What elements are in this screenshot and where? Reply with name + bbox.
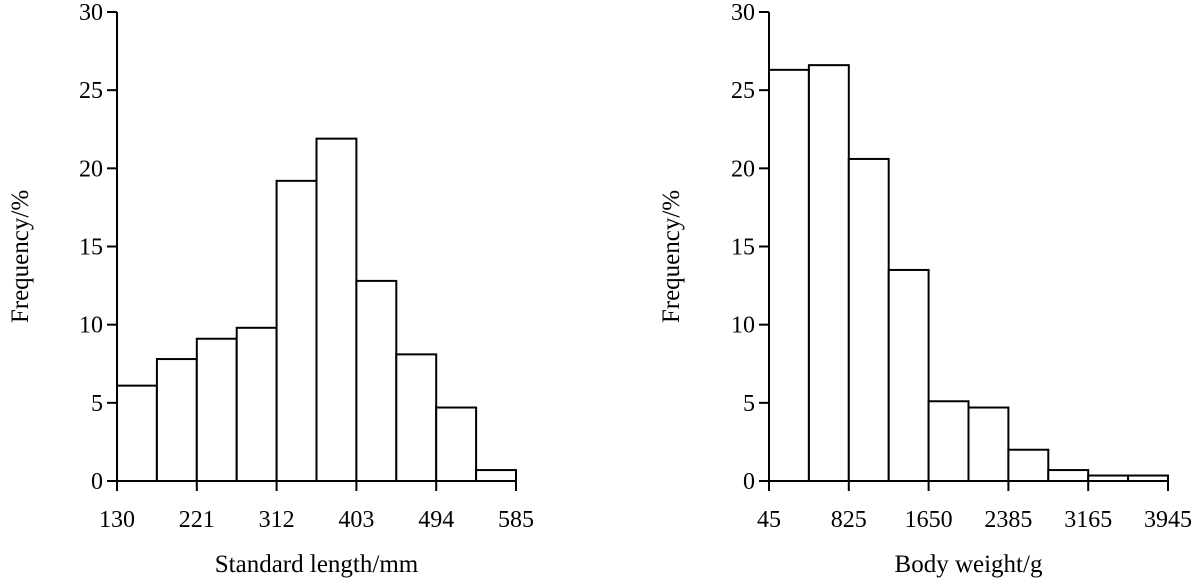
weight-bar	[807, 64, 850, 483]
length-histogram: 0 5 10 15 20 25 30 130 221 312 403 494 585 Standard…	[7, 0, 534, 578]
weight-x-ticks: 45 825 1650 2385 3165 3945	[757, 481, 1192, 533]
weight-histogram: 0 5 10 15 20 25 30 45 825 1650 2385 3165 3945 Body …	[658, 0, 1192, 578]
weight-x-tick-label: 825	[831, 507, 867, 533]
weight-x-tick-label: 3945	[1144, 507, 1192, 533]
length-bar	[235, 326, 278, 482]
weight-x-tick-label: 2385	[984, 507, 1032, 533]
weight-x-tick-label: 1650	[905, 507, 953, 533]
length-bar	[475, 469, 518, 483]
length-y-tick-label: 0	[91, 469, 103, 495]
length-x-tick-label: 130	[99, 507, 135, 533]
weight-y-tick-label: 25	[731, 78, 755, 104]
weight-x-axis-label: Body weight/g	[895, 551, 1043, 578]
length-y-ticks: 0 5 10 15 20 25 30	[79, 0, 117, 495]
length-x-tick-label: 312	[259, 507, 295, 533]
weight-bar	[1127, 474, 1169, 482]
length-bar	[315, 137, 358, 482]
length-bars	[116, 137, 518, 483]
length-bar	[435, 406, 478, 483]
length-x-tick-label: 585	[498, 507, 534, 533]
weight-y-tick-label: 0	[743, 469, 755, 495]
length-bar	[195, 337, 238, 482]
length-y-tick-label: 15	[79, 235, 103, 261]
weight-y-ticks: 0 5 10 15 20 25 30	[731, 0, 769, 495]
length-y-tick-label: 20	[79, 156, 103, 182]
length-bar	[395, 353, 438, 482]
length-x-tick-label: 403	[338, 507, 374, 533]
length-bar	[116, 384, 158, 482]
weight-x-tick-label: 3165	[1064, 507, 1112, 533]
weight-bar	[927, 400, 970, 482]
weight-y-axis-label: Frequency/%	[658, 190, 685, 323]
weight-y-tick-label: 30	[731, 0, 755, 26]
length-y-tick-label: 30	[79, 0, 103, 26]
length-x-axis-label: Standard length/mm	[215, 551, 419, 578]
weight-bar	[887, 268, 930, 483]
length-bar	[155, 358, 198, 482]
length-y-tick-label: 10	[79, 313, 103, 339]
weight-bar	[768, 68, 810, 483]
weight-x-tick-label: 45	[757, 507, 781, 533]
length-bar	[275, 179, 318, 482]
weight-bar	[847, 157, 890, 482]
length-y-tick-label: 25	[79, 78, 103, 104]
weight-y-tick-label: 15	[731, 235, 755, 261]
weight-bar	[1007, 448, 1050, 483]
weight-y-tick-label: 10	[731, 313, 755, 339]
length-y-axis-label: Frequency/%	[7, 190, 34, 323]
weight-bar	[1047, 469, 1090, 483]
length-x-tick-label: 494	[418, 507, 454, 533]
length-x-ticks: 130 221 312 403 494 585	[99, 481, 534, 533]
weight-bar	[967, 406, 1010, 483]
length-bar	[355, 279, 398, 483]
weight-y-tick-label: 5	[743, 391, 755, 417]
weight-y-tick-label: 20	[731, 156, 755, 182]
weight-bar	[1087, 474, 1130, 482]
weight-bars	[768, 64, 1169, 483]
length-x-tick-label: 221	[179, 507, 215, 533]
length-y-tick-label: 5	[91, 391, 103, 417]
